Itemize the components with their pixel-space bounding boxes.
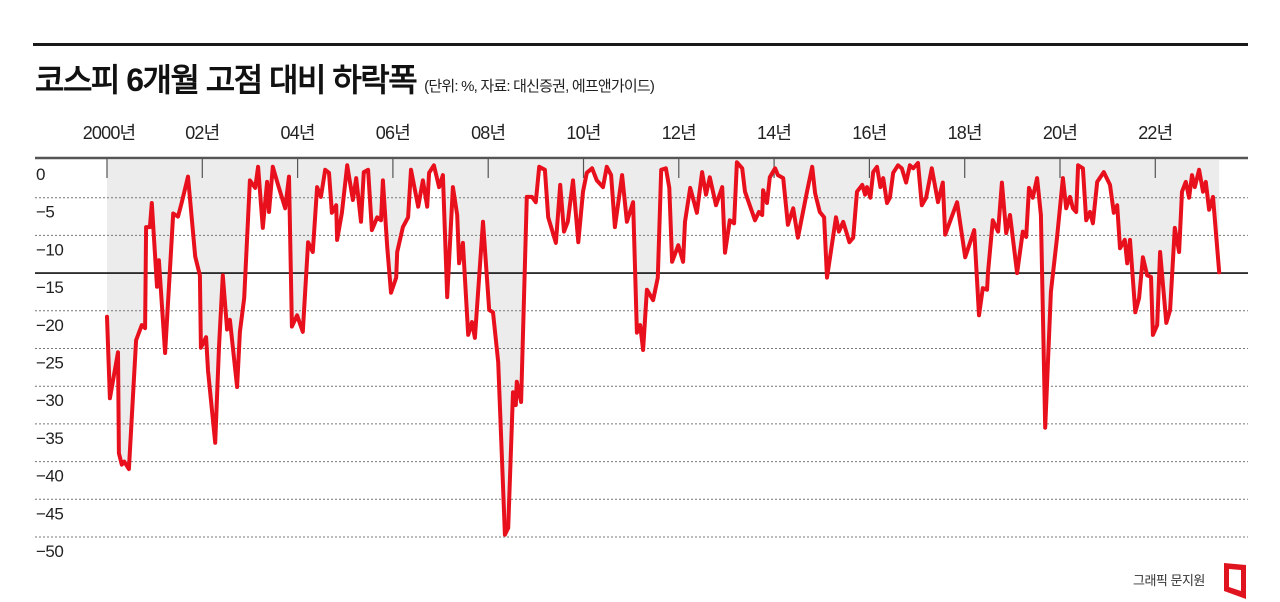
y-tick-label: −30 [36,391,63,410]
y-gridlines [35,156,1248,538]
y-axis-labels: 0 −5 −10 −15 −20 −25 −30 −35 −40 −45 −50 [36,165,64,561]
y-tick-label: −10 [36,240,63,259]
x-tick-label: 20년 [1043,123,1077,143]
drawdown-shaded-area [107,160,1220,535]
chart-subtitle: (단위: %, 자료: 대신증권, 에프앤가이드) [424,78,655,95]
title-top-rule [33,43,1248,46]
x-tick-label: 18년 [948,123,982,143]
title-row: 코스피 6개월 고점 대비 하락폭 (단위: %, 자료: 대신증권, 에프앤가… [35,55,655,101]
x-tick-label: 16년 [852,123,886,143]
x-tick-label: 2000년 [83,123,136,143]
publisher-logo-icon [1224,563,1246,599]
y-tick-label: −5 [36,203,54,222]
x-axis-labels: 2000년 02년 04년 06년 08년 10년 12년 14년 16년 18년 20년 22년 [83,123,1173,143]
x-tick-label: 02년 [185,123,219,143]
graphic-credit: 그래픽 문지원 [1133,573,1205,588]
y-tick-label: −35 [36,429,63,448]
y-tick-label: −25 [36,354,63,373]
chart-title: 코스피 6개월 고점 대비 하락폭 [35,62,418,98]
y-tick-label: −50 [36,542,63,561]
kospi-drawdown-line [105,160,1222,537]
x-tick-label: 12년 [662,123,696,143]
x-tick-label: 22년 [1138,123,1172,143]
series-line [105,160,1222,537]
shaded-area [107,160,1220,535]
y-tick-label: −20 [36,316,63,335]
x-tick-label: 08년 [471,123,505,143]
y-tick-label: −45 [36,504,63,523]
x-tick-label: 14년 [757,123,791,143]
x-tick-label: 10년 [566,123,600,143]
x-tick-label: 06년 [376,123,410,143]
y-tick-label: 0 [36,165,45,184]
x-tick-label: 04년 [281,123,315,143]
y-tick-label: −15 [36,278,63,297]
y-tick-label: −40 [36,467,63,486]
